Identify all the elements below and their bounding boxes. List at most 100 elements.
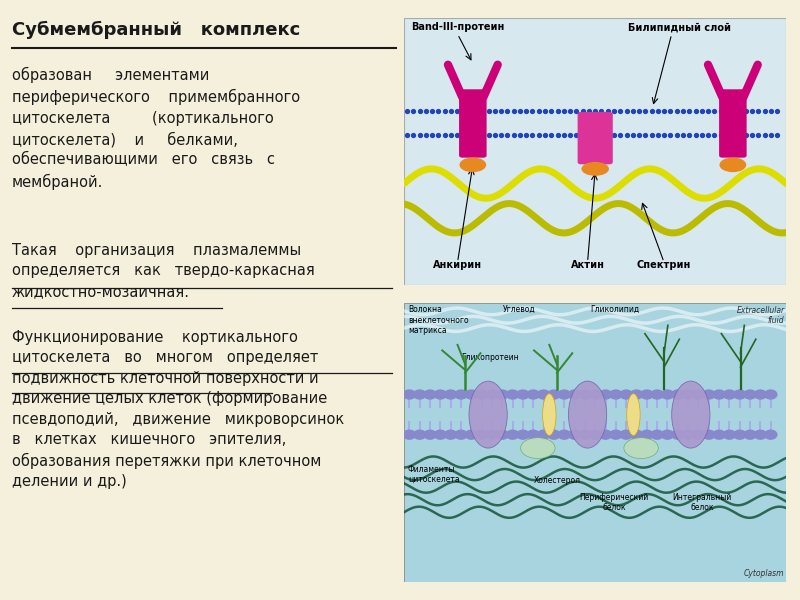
- Circle shape: [506, 390, 518, 399]
- Circle shape: [455, 390, 467, 399]
- Ellipse shape: [719, 158, 746, 172]
- Ellipse shape: [582, 162, 609, 176]
- Circle shape: [682, 430, 694, 439]
- Circle shape: [734, 390, 746, 399]
- Text: Периферический
белок: Периферический белок: [580, 493, 649, 512]
- Circle shape: [496, 430, 508, 439]
- Ellipse shape: [672, 381, 710, 448]
- Circle shape: [692, 430, 705, 439]
- Circle shape: [651, 390, 663, 399]
- Circle shape: [558, 390, 570, 399]
- Circle shape: [445, 430, 457, 439]
- Circle shape: [569, 390, 581, 399]
- Circle shape: [424, 390, 436, 399]
- Text: Анкирин: Анкирин: [433, 260, 482, 271]
- Ellipse shape: [459, 158, 486, 172]
- Text: Субмембранный   комплекс: Субмембранный комплекс: [12, 21, 300, 39]
- Ellipse shape: [626, 394, 640, 436]
- Circle shape: [672, 390, 684, 399]
- Text: Холестерол: Холестерол: [534, 476, 581, 485]
- Text: Билипидный слой: Билипидный слой: [628, 22, 731, 32]
- Ellipse shape: [542, 394, 556, 436]
- Circle shape: [620, 430, 632, 439]
- Circle shape: [538, 430, 550, 439]
- Circle shape: [578, 390, 591, 399]
- Circle shape: [599, 390, 612, 399]
- Text: Cytoplasm: Cytoplasm: [744, 569, 785, 578]
- Circle shape: [527, 390, 539, 399]
- Circle shape: [445, 390, 457, 399]
- Circle shape: [548, 390, 560, 399]
- Circle shape: [702, 390, 715, 399]
- FancyBboxPatch shape: [459, 89, 486, 158]
- Circle shape: [630, 390, 642, 399]
- Circle shape: [734, 430, 746, 439]
- Circle shape: [641, 390, 653, 399]
- Circle shape: [589, 390, 602, 399]
- FancyBboxPatch shape: [404, 303, 786, 582]
- Text: Функционирование    кортикального
цитоскелета   во   многом   определяет
подвижн: Функционирование кортикального цитоскеле…: [12, 330, 344, 490]
- Circle shape: [465, 390, 478, 399]
- Circle shape: [578, 430, 591, 439]
- Circle shape: [723, 390, 735, 399]
- Text: Гликолипид: Гликолипид: [590, 305, 639, 314]
- Text: Волокна
внеклеточного
матрикса: Волокна внеклеточного матрикса: [408, 305, 469, 335]
- Circle shape: [414, 430, 426, 439]
- Circle shape: [662, 390, 674, 399]
- Text: Band-III-протеин: Band-III-протеин: [411, 22, 504, 32]
- Circle shape: [744, 430, 756, 439]
- Circle shape: [527, 430, 539, 439]
- Circle shape: [610, 430, 622, 439]
- Ellipse shape: [521, 437, 555, 458]
- Circle shape: [434, 430, 446, 439]
- Circle shape: [434, 390, 446, 399]
- Text: Extracellular
fluid: Extracellular fluid: [736, 306, 785, 325]
- Circle shape: [517, 390, 529, 399]
- Circle shape: [765, 430, 777, 439]
- Circle shape: [455, 430, 467, 439]
- Circle shape: [496, 390, 508, 399]
- Circle shape: [630, 430, 642, 439]
- Ellipse shape: [469, 381, 507, 448]
- Circle shape: [558, 430, 570, 439]
- Circle shape: [506, 430, 518, 439]
- Circle shape: [475, 430, 488, 439]
- Circle shape: [610, 390, 622, 399]
- Circle shape: [403, 390, 415, 399]
- Ellipse shape: [624, 437, 658, 458]
- Circle shape: [538, 390, 550, 399]
- Circle shape: [662, 430, 674, 439]
- Circle shape: [589, 430, 602, 439]
- Circle shape: [486, 430, 498, 439]
- Circle shape: [465, 430, 478, 439]
- FancyBboxPatch shape: [719, 89, 746, 158]
- Circle shape: [765, 390, 777, 399]
- Circle shape: [692, 390, 705, 399]
- Text: Актин: Актин: [570, 260, 605, 271]
- Circle shape: [754, 430, 766, 439]
- Circle shape: [754, 390, 766, 399]
- Circle shape: [620, 390, 632, 399]
- Circle shape: [486, 390, 498, 399]
- Circle shape: [517, 430, 529, 439]
- Circle shape: [651, 430, 663, 439]
- Circle shape: [569, 430, 581, 439]
- Text: Углевод: Углевод: [502, 305, 535, 314]
- Circle shape: [599, 430, 612, 439]
- Circle shape: [713, 390, 726, 399]
- Circle shape: [723, 430, 735, 439]
- Ellipse shape: [569, 381, 606, 448]
- Text: Спектрин: Спектрин: [637, 260, 691, 271]
- Text: Филаменты
цитоскелета: Филаменты цитоскелета: [408, 465, 459, 484]
- Text: Такая    организация    плазмалеммы
определяется   как   твердо-каркасная
жидкос: Такая организация плазмалеммы определяет…: [12, 243, 314, 299]
- Text: образован     элементами
периферического    примембранного
цитоскелета         (: образован элементами периферического при…: [12, 67, 300, 190]
- Circle shape: [744, 390, 756, 399]
- Text: Гликопротеин: Гликопротеин: [462, 353, 519, 362]
- Circle shape: [713, 430, 726, 439]
- FancyBboxPatch shape: [404, 18, 786, 285]
- Circle shape: [702, 430, 715, 439]
- Text: Интегральный
белок: Интегральный белок: [673, 493, 732, 512]
- Circle shape: [414, 390, 426, 399]
- FancyBboxPatch shape: [578, 112, 613, 164]
- Circle shape: [424, 430, 436, 439]
